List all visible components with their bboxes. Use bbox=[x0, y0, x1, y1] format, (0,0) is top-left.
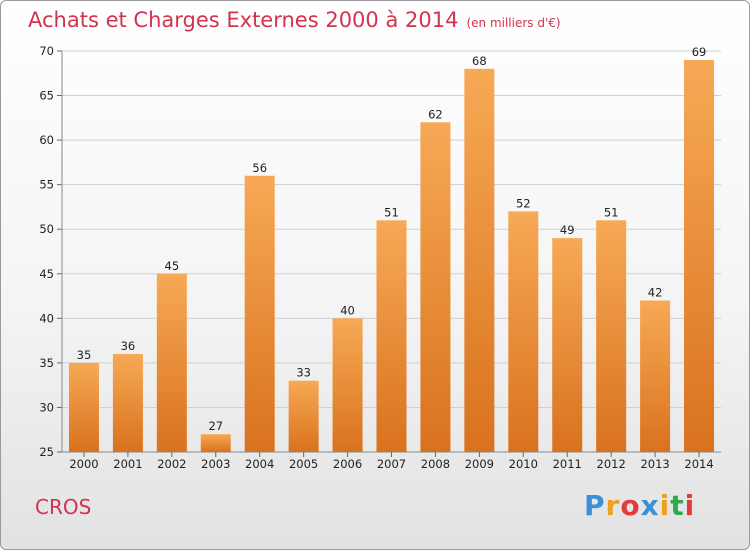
x-tick-label-2001: 2001 bbox=[113, 457, 142, 471]
y-tick-label: 30 bbox=[39, 400, 54, 414]
bar-2014 bbox=[684, 59, 715, 453]
x-tick-label-2008: 2008 bbox=[421, 457, 450, 471]
y-tick-label: 65 bbox=[39, 89, 54, 103]
value-label-2003: 27 bbox=[208, 419, 223, 433]
value-label-2000: 35 bbox=[77, 348, 92, 362]
bar-2013 bbox=[640, 300, 671, 452]
x-tick-label-2012: 2012 bbox=[597, 457, 626, 471]
x-tick-label-2009: 2009 bbox=[465, 457, 494, 471]
commune-name: CROS bbox=[35, 495, 92, 519]
value-label-2010: 52 bbox=[516, 196, 531, 210]
data-labels: 35 36 45 27 56 33 40 51 62 68 52 49 51 42 69 bbox=[77, 45, 707, 433]
bar-2009 bbox=[464, 68, 495, 453]
bar-2002 bbox=[156, 273, 187, 452]
value-label-2014: 69 bbox=[692, 45, 707, 59]
y-tick-label: 25 bbox=[39, 445, 54, 459]
x-tick-label-2006: 2006 bbox=[333, 457, 362, 471]
x-tick-label-2014: 2014 bbox=[684, 457, 713, 471]
value-label-2006: 40 bbox=[340, 303, 355, 317]
bar-2005 bbox=[288, 380, 319, 452]
y-tick-label: 50 bbox=[39, 222, 54, 236]
chart-title: Achats et Charges Externes 2000 à 2014 (e… bbox=[28, 8, 561, 32]
x-tick-label-2007: 2007 bbox=[377, 457, 406, 471]
x-tick-label-2000: 2000 bbox=[69, 457, 98, 471]
bar-2000 bbox=[68, 362, 99, 452]
bar-2008 bbox=[420, 122, 451, 453]
value-label-2002: 45 bbox=[165, 259, 180, 273]
y-tick-label: 35 bbox=[39, 356, 54, 370]
bar-2012 bbox=[596, 220, 627, 452]
bar-2007 bbox=[376, 220, 407, 452]
bars bbox=[68, 59, 715, 453]
value-label-2013: 42 bbox=[648, 286, 663, 300]
unit-label: (en milliers d'€) bbox=[466, 16, 561, 30]
x-tick-label-2011: 2011 bbox=[553, 457, 582, 471]
y-tick-label: 40 bbox=[39, 311, 54, 325]
value-label-2001: 36 bbox=[121, 339, 136, 353]
x-tick-label-2010: 2010 bbox=[509, 457, 538, 471]
x-tick-label-2003: 2003 bbox=[201, 457, 230, 471]
bar-2006 bbox=[332, 318, 363, 452]
x-tick-label-2002: 2002 bbox=[157, 457, 186, 471]
bar-2011 bbox=[552, 238, 583, 452]
bar-2010 bbox=[508, 211, 539, 452]
value-label-2004: 56 bbox=[252, 161, 267, 175]
bar-2001 bbox=[112, 353, 143, 452]
y-tick-label: 70 bbox=[39, 44, 54, 58]
y-tick-label: 55 bbox=[39, 178, 54, 192]
tick-labels: 25 30 35 40 45 50 55 60 65 70 2000 2001 2002 2003 2004… bbox=[39, 44, 713, 471]
value-label-2008: 62 bbox=[428, 107, 443, 121]
x-tick-label-2004: 2004 bbox=[245, 457, 274, 471]
value-label-2012: 51 bbox=[604, 205, 619, 219]
title-text: Achats et Charges Externes 2000 à 2014 bbox=[28, 8, 459, 32]
x-tick-label-2013: 2013 bbox=[640, 457, 669, 471]
value-label-2005: 33 bbox=[296, 366, 311, 380]
x-tick-label-2005: 2005 bbox=[289, 457, 318, 471]
value-label-2009: 68 bbox=[472, 54, 487, 68]
bar-2003 bbox=[200, 434, 231, 452]
proxiti-logo: Proxiti bbox=[584, 489, 696, 522]
value-label-2007: 51 bbox=[384, 205, 399, 219]
y-tick-label: 60 bbox=[39, 133, 54, 147]
bar-2004 bbox=[244, 175, 275, 452]
value-label-2011: 49 bbox=[560, 223, 575, 237]
y-tick-label: 45 bbox=[39, 267, 54, 281]
